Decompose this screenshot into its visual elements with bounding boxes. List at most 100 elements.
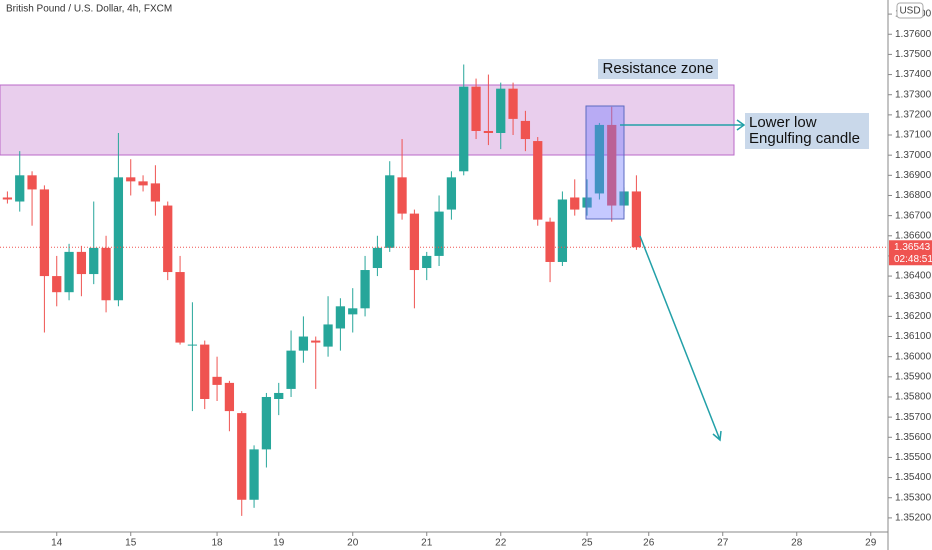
y-tick-label: 1.37200 xyxy=(895,110,932,121)
candle-body xyxy=(557,199,568,262)
candle-body xyxy=(15,175,25,202)
y-tick-label: 1.36700 xyxy=(895,210,932,221)
currency[interactable]: USD xyxy=(899,6,920,17)
candle-body xyxy=(2,197,13,200)
candle-body xyxy=(150,183,161,202)
candle-body xyxy=(360,270,370,309)
y-tick-label: 1.35700 xyxy=(895,412,932,423)
y-tick-label: 1.37000 xyxy=(895,150,932,161)
candle-body xyxy=(471,86,481,131)
arrow-head xyxy=(712,430,722,442)
candle-body xyxy=(175,272,185,343)
x-tick-label: 22 xyxy=(495,538,507,549)
y-tick-label: 1.35900 xyxy=(895,371,932,382)
candle-body xyxy=(607,124,617,206)
arrow xyxy=(639,235,721,441)
y-tick-label: 1.35200 xyxy=(895,513,932,524)
candle-body xyxy=(483,130,494,133)
x-tick-label: 26 xyxy=(643,538,655,549)
candle-body xyxy=(286,350,296,389)
candle-body xyxy=(520,120,531,140)
y-tick-label: 1.37300 xyxy=(895,89,932,100)
candle-body xyxy=(212,376,222,385)
annotation: Resistance zone xyxy=(603,60,714,77)
candle-body xyxy=(261,396,272,450)
candle-body xyxy=(311,340,321,343)
last-price-label: 1.36543 xyxy=(894,242,931,253)
candle-body xyxy=(446,177,457,210)
candle-body xyxy=(89,247,99,275)
candle-body xyxy=(200,344,210,399)
annotation: Lower low xyxy=(749,114,817,131)
y-tick-label: 1.36300 xyxy=(895,291,932,302)
candle-body xyxy=(298,336,309,351)
y-tick-label: 1.37500 xyxy=(895,49,932,60)
x-tick-label: 15 xyxy=(125,538,137,549)
candle-body xyxy=(582,197,592,208)
candle-body xyxy=(508,88,518,119)
candle-body xyxy=(113,177,124,301)
last-price-box xyxy=(889,240,932,266)
x-tick-label: 20 xyxy=(347,538,359,549)
timer: 02:48:51 xyxy=(894,254,932,265)
x-tick-label: 21 xyxy=(421,538,433,549)
annotation: Engulfing candle xyxy=(749,130,860,147)
axes: 1.35200 1.35300 1.35400 1.35500 1.35600 1.357… xyxy=(51,9,932,549)
y-tick-label: 1.36600 xyxy=(895,230,932,241)
candle-body xyxy=(64,251,74,293)
y-tick-label: 1.35500 xyxy=(895,452,932,463)
candle-body xyxy=(237,413,247,500)
candle-body xyxy=(249,449,259,500)
candle-body xyxy=(348,308,358,315)
currency-box[interactable] xyxy=(896,2,924,19)
candle-body xyxy=(422,255,432,269)
y-tick-label: 1.37100 xyxy=(895,130,932,141)
label-box xyxy=(598,59,718,79)
candle-body xyxy=(126,177,136,182)
candle-body xyxy=(631,191,642,248)
arrow-head xyxy=(736,119,746,131)
highlight-box xyxy=(585,105,625,220)
candle-body xyxy=(372,247,383,269)
candle-body xyxy=(533,141,543,220)
y-tick-label: 1.36100 xyxy=(895,331,932,342)
candle-body xyxy=(52,276,62,293)
x-tick-label: 18 xyxy=(212,538,224,549)
y-tick-label: 1.37400 xyxy=(895,69,932,80)
candle-body xyxy=(323,324,333,347)
y-tick-label: 1.37600 xyxy=(895,29,932,40)
candle-body xyxy=(397,177,407,214)
candle-body xyxy=(76,251,87,275)
candle-body xyxy=(163,205,173,273)
x-tick-label: 27 xyxy=(717,538,729,549)
candle-body xyxy=(594,124,605,194)
y-tick-label: 1.35400 xyxy=(895,472,932,483)
candle-body xyxy=(274,392,284,399)
candle-body xyxy=(409,213,420,271)
y-tick-label: 1.35600 xyxy=(895,432,932,443)
x-tick-label: 25 xyxy=(582,538,594,549)
candle-body xyxy=(39,189,50,277)
y-tick-label: 1.36000 xyxy=(895,351,932,362)
y-tick-label: 1.35800 xyxy=(895,392,932,403)
candle-body xyxy=(335,306,346,329)
x-tick-label: 28 xyxy=(791,538,803,549)
candle-body xyxy=(224,382,235,412)
candle-body xyxy=(27,175,37,190)
y-tick-label: 1.35300 xyxy=(895,492,932,503)
x-tick-label: 14 xyxy=(51,538,63,549)
candle-body xyxy=(570,197,580,210)
marks xyxy=(0,64,888,516)
candle-body xyxy=(496,88,506,133)
y-tick-label: 1.36900 xyxy=(895,170,932,181)
candle-body xyxy=(101,247,111,301)
label-box xyxy=(745,113,869,149)
chart-title: British Pound / U.S. Dollar, 4h, FXCM xyxy=(6,4,172,15)
candle-body xyxy=(459,86,469,172)
candle-body xyxy=(187,344,198,346)
y-tick-label: 1.36400 xyxy=(895,271,932,282)
candle-body xyxy=(385,175,395,248)
candle-body xyxy=(138,181,148,186)
